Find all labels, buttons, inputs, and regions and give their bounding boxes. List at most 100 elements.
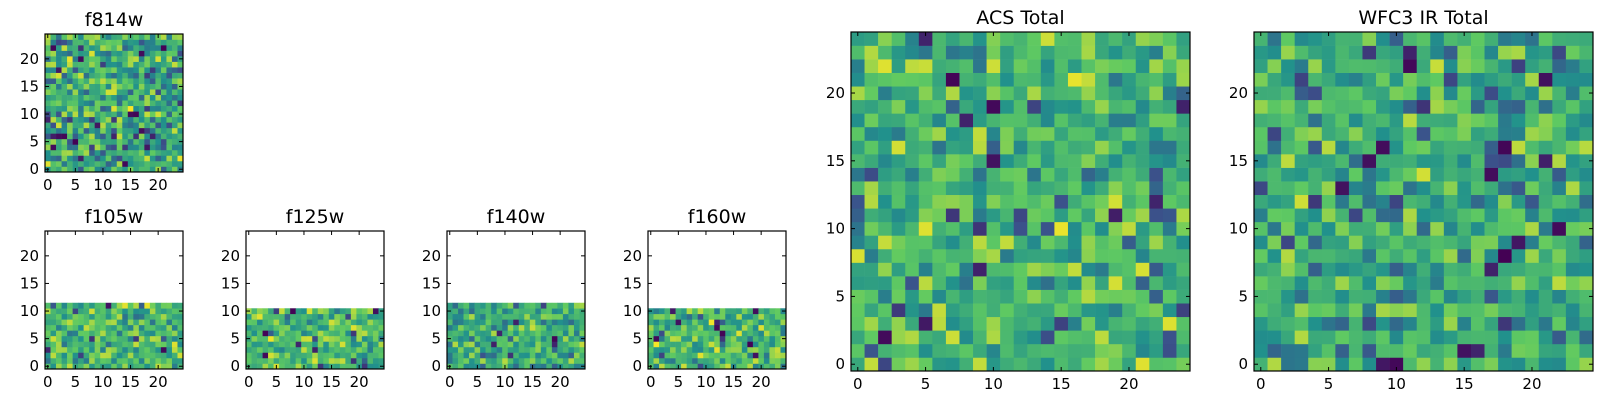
heatmap-cell [89, 78, 95, 84]
heatmap-cell [708, 308, 715, 315]
x-tick-label: 5 [473, 373, 483, 391]
heatmap-cell [61, 155, 68, 162]
heatmap-cell [491, 363, 497, 370]
heatmap-cell [1498, 45, 1512, 60]
heatmap-cell [546, 302, 553, 309]
heatmap-cell [1281, 330, 1295, 345]
heatmap-cell [166, 324, 173, 331]
heatmap-cell [1335, 208, 1350, 223]
heatmap-cell [1416, 99, 1431, 114]
heatmap-cell [1348, 167, 1363, 182]
heatmap-cell [138, 144, 145, 151]
heatmap-cell [116, 94, 123, 101]
heatmap-cell [339, 313, 346, 320]
heatmap-cell [1430, 59, 1445, 73]
panel-title: f160w [688, 206, 747, 228]
heatmap-cell [959, 303, 974, 318]
heatmap-cell [1403, 72, 1418, 87]
heatmap-cell [83, 127, 90, 134]
heatmap-cell [361, 352, 368, 359]
heatmap-cell [763, 357, 770, 364]
heatmap-cell [973, 276, 987, 290]
heatmap-cell [741, 357, 748, 364]
heatmap-cell [301, 313, 308, 320]
heatmap-cell [306, 363, 313, 370]
heatmap-cell [160, 122, 167, 129]
heatmap-cell [111, 330, 118, 337]
heatmap-cell [664, 341, 671, 348]
heatmap-cell [491, 302, 497, 309]
heatmap-cell [568, 363, 575, 370]
heatmap-cell [127, 94, 134, 101]
heatmap-cell [1308, 113, 1323, 128]
heatmap-cell [312, 330, 319, 337]
heatmap-cell [301, 352, 308, 359]
heatmap-cell [268, 330, 274, 337]
heatmap-cell [1176, 248, 1191, 263]
heatmap-cell [763, 335, 770, 342]
heatmap-cell [122, 94, 129, 101]
heatmap-cell [1135, 330, 1150, 345]
heatmap-cell [1565, 59, 1580, 73]
heatmap-cell [1470, 59, 1485, 73]
heatmap-cell [692, 335, 698, 342]
heatmap-cell [116, 61, 123, 68]
heatmap-cell [1538, 208, 1553, 223]
heatmap-cell [1067, 154, 1082, 168]
heatmap-cell [1040, 276, 1055, 290]
heatmap-cell [350, 341, 357, 348]
heatmap-cell [127, 61, 134, 68]
heatmap-cell [160, 363, 167, 370]
heatmap-cell [524, 324, 531, 331]
heatmap-cell [138, 133, 145, 140]
heatmap-cell [166, 335, 173, 342]
heatmap-cell [1457, 316, 1472, 331]
heatmap-cells [447, 302, 586, 370]
heatmap-cell [452, 341, 459, 348]
heatmap-cell [177, 357, 184, 364]
heatmap-cell [144, 83, 151, 90]
heatmap-cell [116, 111, 123, 118]
heatmap-cell [1281, 303, 1295, 318]
heatmap-cell [891, 221, 906, 236]
heatmap-cell [166, 105, 173, 112]
heatmap-cell [1525, 303, 1540, 318]
heatmap-cell [89, 166, 95, 173]
heatmap-cell [1403, 86, 1418, 101]
heatmap-cell [1430, 140, 1445, 155]
heatmap-cell [973, 194, 987, 209]
heatmap-cell [111, 144, 118, 151]
heatmap-cell [1067, 113, 1082, 128]
heatmap-cell [83, 122, 90, 129]
heatmap-cell [986, 194, 1001, 209]
heatmap-cell [736, 352, 743, 359]
heatmap-cell [83, 144, 90, 151]
heatmap-cell [94, 341, 101, 348]
heatmap-cell [1162, 86, 1177, 101]
heatmap-cell [703, 319, 710, 326]
heatmap-cell [568, 335, 575, 342]
heatmap-cell [878, 357, 892, 372]
heatmap-cell [1267, 289, 1282, 304]
heatmap-cell [1067, 167, 1082, 182]
heatmap-cell [56, 61, 62, 68]
heatmap-cell [474, 324, 481, 331]
heatmap-cell [452, 352, 459, 359]
heatmap-cell [334, 357, 341, 364]
heatmap-cell [1416, 126, 1431, 141]
heatmap-cell [356, 330, 363, 337]
heatmap-cell [973, 330, 987, 345]
heatmap-cell [1565, 235, 1580, 250]
heatmap-cell [306, 346, 313, 353]
heatmap-cell [50, 56, 57, 62]
heatmap-cell [72, 324, 79, 331]
heatmap-cell [100, 138, 107, 145]
heatmap-cell [1457, 221, 1472, 236]
heatmap-cell [513, 330, 520, 337]
heatmap-cell [653, 324, 660, 331]
heatmap-cell [155, 116, 162, 123]
heatmap-cell [535, 341, 542, 348]
heatmap-cell [246, 313, 252, 320]
y-tick-label: 20 [826, 84, 845, 102]
heatmap-cell [1294, 59, 1309, 73]
